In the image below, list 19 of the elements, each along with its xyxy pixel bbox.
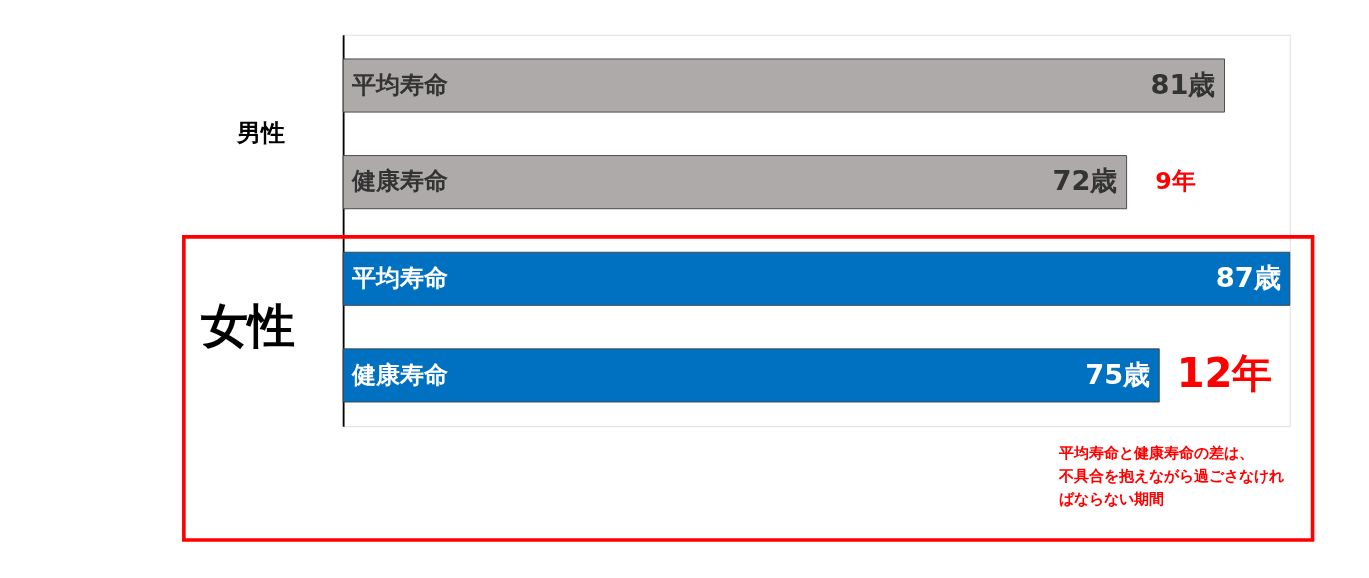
- text: 不具合を抱えながら過ごさなけれ: [1058, 466, 1285, 485]
- annotation: 12年: [1176, 350, 1273, 397]
- y-tick-label: 平均寿命: [351, 70, 449, 99]
- annotation: 9年: [1155, 167, 1196, 196]
- y-tick-label: 平均寿命: [351, 264, 449, 293]
- data-label: 87歳: [1215, 261, 1281, 293]
- data-label: 75歳: [1085, 358, 1151, 390]
- bar: [342, 251, 1291, 306]
- data-label: 81歳: [1150, 68, 1216, 100]
- text: ばならない期間: [1059, 489, 1165, 508]
- bar: [342, 155, 1128, 210]
- text: 男性: [236, 119, 286, 148]
- y-tick-label: 健康寿命: [351, 360, 449, 389]
- data-label: 72歳: [1052, 165, 1118, 197]
- y-tick-label: 健康寿命: [351, 167, 449, 196]
- bar: [342, 58, 1225, 113]
- text: 平均寿命と健康寿命の差は、: [1058, 444, 1255, 463]
- text: 女性: [199, 297, 295, 353]
- bar: [342, 348, 1160, 403]
